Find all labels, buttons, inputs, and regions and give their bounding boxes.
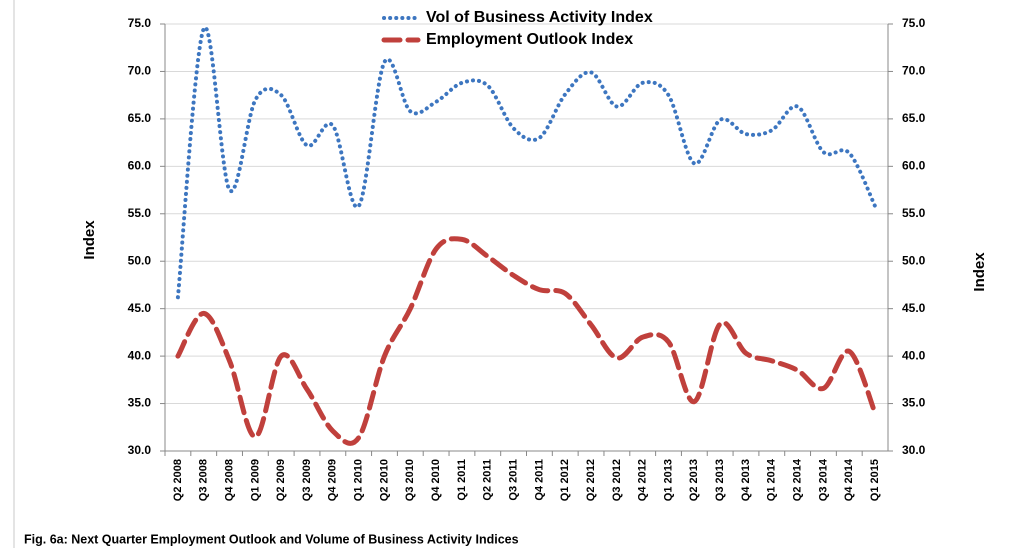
caption: Fig. 6a: Next Quarter Employment Outlook… <box>24 532 519 546</box>
y2-tick-label: 40.0 <box>902 348 926 362</box>
x-tick-label: Q2 2012 <box>585 459 597 501</box>
x-tick-label: Q2 2013 <box>688 459 700 501</box>
line-series <box>175 25 878 300</box>
x-tick-label: Q4 2011 <box>533 459 545 501</box>
y-tick-label: 75.0 <box>128 16 152 30</box>
x-tick-label: Q4 2012 <box>637 459 649 501</box>
x-tick-label: Q1 2011 <box>456 459 468 501</box>
x-tick-label: Q3 2013 <box>714 459 726 501</box>
y-tick-label: 70.0 <box>128 64 152 78</box>
x-tick-label: Q2 2014 <box>792 458 804 501</box>
x-tick-label: Q2 2010 <box>378 459 390 501</box>
y2-tick-label: 65.0 <box>902 111 926 125</box>
y-tick-label: 65.0 <box>128 111 152 125</box>
line-series <box>175 236 878 446</box>
y2-tick-label: 60.0 <box>902 159 926 173</box>
y-tick-label: 55.0 <box>128 206 152 220</box>
x-tick-label: Q1 2014 <box>766 458 778 501</box>
y-tick-label: 45.0 <box>128 301 152 315</box>
x-tick-label: Q2 2009 <box>275 459 287 501</box>
x-tick-label: Q1 2012 <box>559 459 571 501</box>
y2-axis-title: Index <box>971 252 988 292</box>
x-tick-label: Q4 2014 <box>843 458 855 501</box>
x-tick-label: Q2 2008 <box>172 459 184 501</box>
x-tick-label: Q4 2010 <box>430 459 442 501</box>
y-axis-title: Index <box>81 220 98 260</box>
x-tick-label: Q1 2009 <box>249 459 261 501</box>
legend-label: Vol of Business Activity Index <box>426 9 653 26</box>
y-tick-label: 50.0 <box>128 253 152 267</box>
x-tick-label: Q3 2009 <box>301 459 313 501</box>
x-tick-label: Q4 2013 <box>740 459 752 501</box>
x-tick-label: Q2 2011 <box>482 459 494 501</box>
y2-tick-label: 75.0 <box>902 16 926 30</box>
x-tick-label: Q3 2012 <box>611 459 623 501</box>
y2-tick-label: 55.0 <box>902 206 926 220</box>
y-tick-label: 35.0 <box>128 396 152 410</box>
x-tick-label: Q1 2010 <box>353 459 365 501</box>
y2-tick-label: 30.0 <box>902 443 926 457</box>
x-tick-label: Q1 2015 <box>869 459 881 501</box>
x-tick-label: Q3 2008 <box>198 459 210 501</box>
y2-tick-label: 45.0 <box>902 301 926 315</box>
x-tick-label: Q3 2010 <box>404 459 416 501</box>
y2-tick-label: 70.0 <box>902 64 926 78</box>
y2-tick-label: 50.0 <box>902 253 926 267</box>
y2-tick-label: 35.0 <box>902 396 926 410</box>
legend-label: Employment Outlook Index <box>426 31 633 48</box>
y-tick-label: 60.0 <box>128 159 152 173</box>
x-tick-label: Q3 2014 <box>817 458 829 501</box>
y-tick-label: 30.0 <box>128 443 152 457</box>
x-tick-label: Q4 2008 <box>223 459 235 501</box>
x-tick-label: Q4 2009 <box>327 459 339 501</box>
y-tick-label: 40.0 <box>128 348 152 362</box>
x-tick-label: Q3 2011 <box>507 459 519 501</box>
x-tick-label: Q1 2013 <box>662 459 674 501</box>
